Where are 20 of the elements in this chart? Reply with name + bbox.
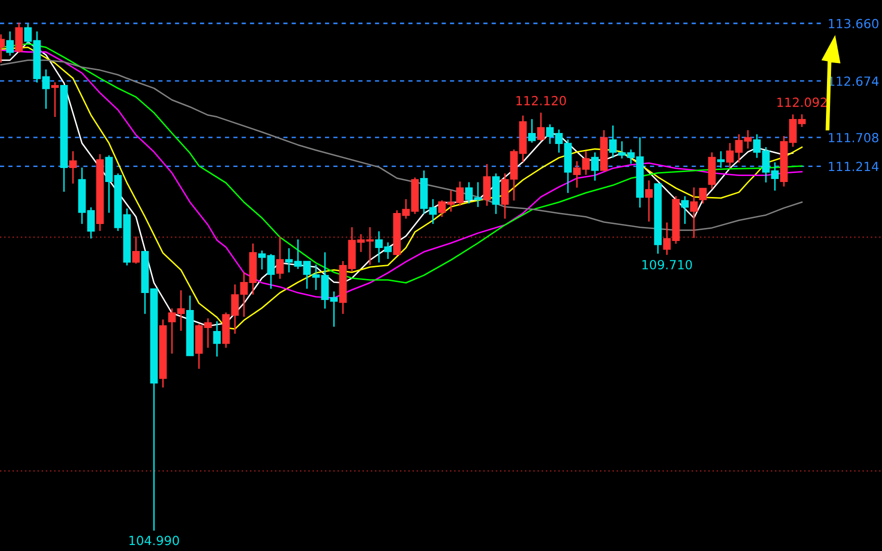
candlestick bbox=[681, 196, 689, 224]
annotation: 104.990 bbox=[130, 536, 179, 546]
candlestick bbox=[69, 151, 77, 184]
y-tick-label: 113.660 bbox=[828, 18, 878, 28]
candlestick bbox=[528, 119, 536, 143]
candlestick bbox=[213, 321, 221, 357]
candlestick bbox=[708, 152, 716, 189]
candlestick bbox=[645, 180, 653, 222]
candlestick bbox=[492, 173, 500, 214]
annotation: 112.120 bbox=[516, 96, 566, 106]
y-tick-label: 112.674 bbox=[828, 76, 879, 86]
candlestick bbox=[717, 151, 725, 168]
candlestick bbox=[690, 187, 698, 238]
candlestick bbox=[591, 152, 599, 181]
y-tick-label: 111.708 bbox=[828, 132, 878, 142]
y-tick-label: 111.214 bbox=[828, 162, 879, 172]
annotation: 112.092 bbox=[777, 98, 826, 108]
annotation: 109.710 bbox=[642, 260, 692, 270]
candlestick bbox=[483, 164, 491, 206]
candlestick bbox=[537, 112, 545, 141]
